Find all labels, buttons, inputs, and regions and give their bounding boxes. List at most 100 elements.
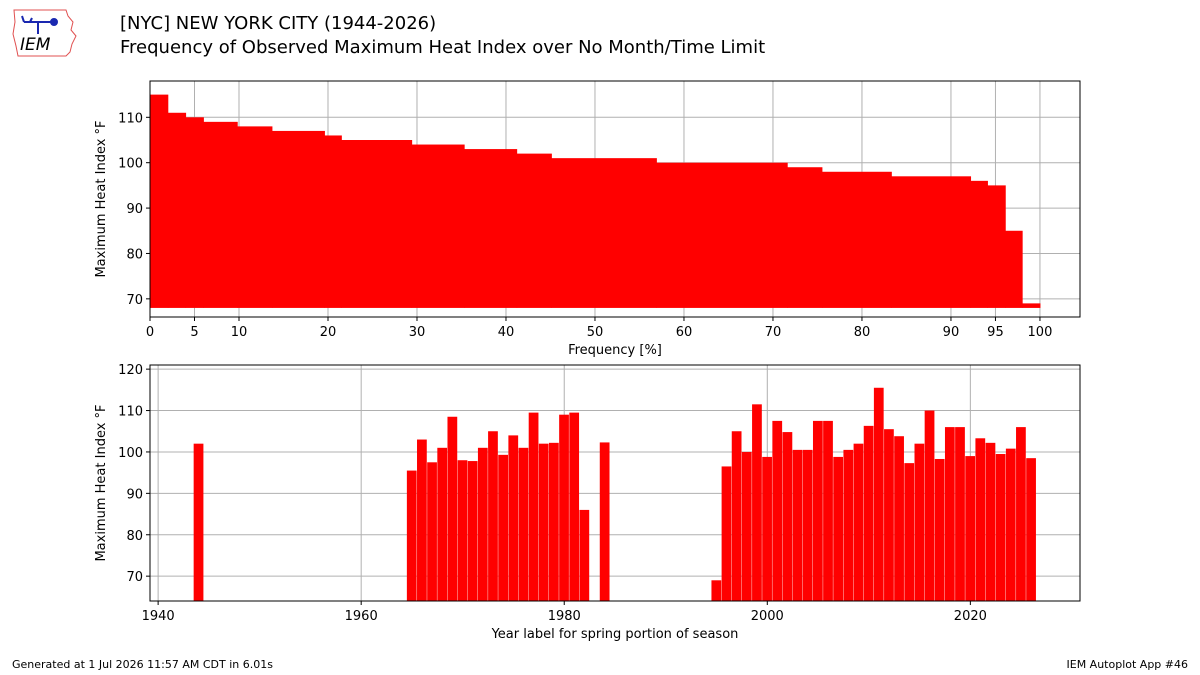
logo-text: IEM <box>20 35 51 55</box>
year-bar <box>833 456 844 601</box>
frequency-bar <box>167 112 187 308</box>
year-bar <box>193 443 204 601</box>
x-tick-label: 100 <box>1028 325 1053 340</box>
y-tick-label: 110 <box>118 405 143 420</box>
year-bar <box>1016 427 1026 601</box>
x-tick-label: 95 <box>987 325 1004 340</box>
top-axes-frame <box>149 80 1081 318</box>
year-bar <box>427 462 437 601</box>
frequency-bar <box>516 153 552 308</box>
year-bar <box>417 439 427 601</box>
top-x-axis-label: Frequency [%] <box>568 343 662 358</box>
year-bar <box>884 429 894 601</box>
frequency-bar <box>891 176 972 308</box>
weather-station-icon <box>21 15 58 34</box>
frequency-bar <box>1005 230 1023 308</box>
frequency-bar <box>656 162 788 308</box>
y-tick-label: 120 <box>118 363 143 378</box>
year-bar <box>457 460 468 601</box>
frequency-bar <box>271 130 325 308</box>
x-tick-label: 2000 <box>751 609 784 624</box>
chart-title: [NYC] NEW YORK CITY (1944-2026) <box>120 13 437 34</box>
x-tick-label: 20 <box>320 325 337 340</box>
y-tick-label: 110 <box>118 111 143 126</box>
year-bar <box>873 387 884 601</box>
frequency-bar <box>787 167 823 308</box>
year-bar <box>721 466 732 601</box>
frequency-bar <box>464 149 518 308</box>
x-tick-label: 30 <box>409 325 426 340</box>
bottom-y-ticks: 70 80 90 100 110 120 <box>118 363 150 585</box>
frequency-bar <box>551 158 657 308</box>
year-bar <box>559 414 569 601</box>
frequency-bar <box>237 126 273 308</box>
year-bar <box>1005 448 1016 601</box>
iem-logo: IEM <box>12 9 77 57</box>
top-y-axis-label: Maximum Heat Index °F <box>94 120 109 277</box>
y-tick-label: 80 <box>126 529 143 544</box>
year-bar <box>599 442 610 601</box>
year-bar <box>488 431 498 601</box>
y-tick-label: 70 <box>126 293 143 308</box>
year-bar <box>985 442 996 601</box>
app-credit: IEM Autoplot App #46 <box>1066 658 1189 671</box>
x-tick-label: 10 <box>231 325 248 340</box>
year-bar <box>955 427 965 601</box>
frequency-bar <box>411 144 465 308</box>
x-tick-label: 1960 <box>345 609 378 624</box>
year-bar <box>518 447 529 601</box>
x-tick-label: 50 <box>587 325 604 340</box>
year-bar <box>579 509 590 601</box>
top-x-ticks: 0 5 10 20 30 40 50 60 70 80 90 95 100 <box>146 317 1053 340</box>
top-y-ticks: 70 80 90 100 110 <box>118 111 150 308</box>
year-bar <box>975 438 986 601</box>
year-bar <box>914 443 925 601</box>
year-bar <box>894 436 904 601</box>
x-tick-label: 40 <box>498 325 515 340</box>
frequency-bar <box>821 171 892 308</box>
year-bar <box>904 463 915 601</box>
frequency-bar <box>150 94 169 308</box>
x-tick-label: 60 <box>676 325 693 340</box>
year-bar <box>741 451 752 601</box>
bottom-bars <box>193 387 1036 601</box>
year-bar <box>498 454 508 601</box>
y-tick-label: 100 <box>118 446 143 461</box>
year-bar <box>772 420 783 601</box>
year-bar <box>853 443 864 601</box>
year-bar <box>406 470 417 601</box>
year-bar <box>731 431 742 601</box>
x-tick-label: 80 <box>854 325 871 340</box>
y-tick-label: 90 <box>126 487 143 502</box>
year-bar <box>995 454 1006 601</box>
y-tick-label: 100 <box>118 157 143 172</box>
x-tick-label: 2020 <box>954 609 987 624</box>
bottom-x-axis-label: Year label for spring portion of season <box>491 627 739 642</box>
year-bar <box>549 442 559 601</box>
x-tick-label: 5 <box>190 325 198 340</box>
x-tick-label: 0 <box>146 325 154 340</box>
bottom-y-axis-label: Maximum Heat Index °F <box>94 404 109 561</box>
year-bar <box>711 580 722 601</box>
year-bar <box>944 427 955 601</box>
y-tick-label: 90 <box>126 202 143 217</box>
frequency-bar <box>1022 303 1041 308</box>
year-bar <box>477 447 488 601</box>
year-bar <box>447 416 458 601</box>
year-bar <box>965 456 976 601</box>
bottom-x-ticks: 1940 1960 1980 2000 2020 <box>142 601 987 624</box>
year-bar <box>437 447 448 601</box>
frequency-bar <box>324 135 342 308</box>
year-bar <box>782 432 793 601</box>
chart-subtitle: Frequency of Observed Maximum Heat Index… <box>120 37 766 58</box>
year-bar <box>528 412 539 601</box>
x-tick-label: 90 <box>943 325 960 340</box>
y-tick-label: 80 <box>126 247 143 262</box>
x-tick-label: 1980 <box>548 609 581 624</box>
year-bar <box>934 458 945 601</box>
year-bar <box>812 420 823 601</box>
top-bars <box>150 94 1041 308</box>
year-bar <box>863 425 874 601</box>
year-bar <box>802 449 813 601</box>
